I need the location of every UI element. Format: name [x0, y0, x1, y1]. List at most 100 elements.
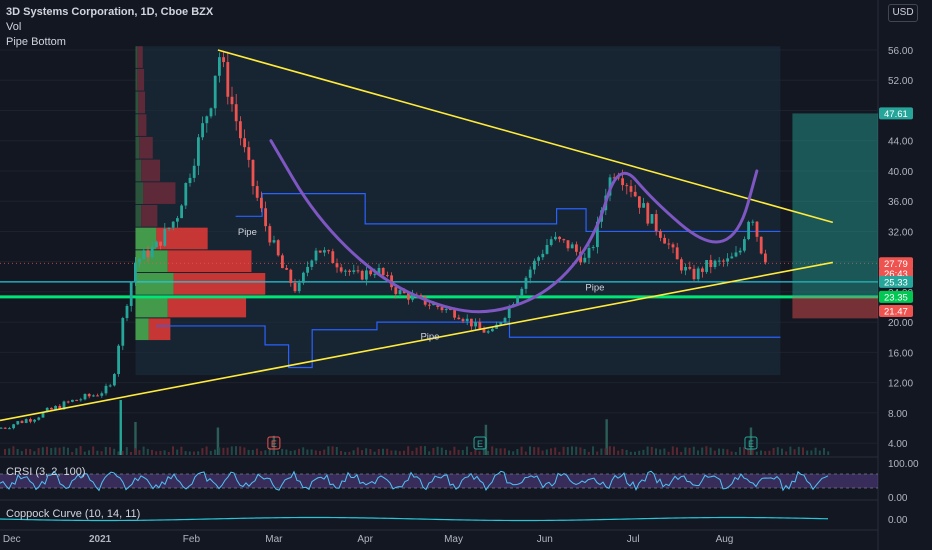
candle-body — [302, 272, 305, 283]
volume-bar — [205, 446, 208, 455]
volume-bar — [482, 448, 485, 455]
volume-bar — [487, 450, 489, 455]
trendline-upper — [217, 49, 834, 224]
candle-body — [184, 183, 188, 206]
volume-profile-up-bar — [135, 136, 140, 159]
candle-body — [310, 260, 314, 267]
candle-body — [398, 290, 402, 295]
volume-bar — [705, 446, 708, 455]
candle-body — [8, 428, 11, 430]
volume-bar — [764, 451, 767, 455]
price-tick-label: 20.00 — [888, 318, 913, 329]
volume-bar — [109, 447, 111, 455]
volume-bar — [470, 451, 473, 455]
legend-pipe-bottom: Pipe Bottom — [6, 36, 66, 48]
candle-body — [654, 214, 658, 232]
candle-body — [659, 231, 662, 238]
price-tag: 23.35 — [879, 290, 913, 303]
candle-body — [180, 205, 183, 219]
volume-profile-down-bar — [141, 159, 161, 182]
volume-bar — [503, 448, 506, 455]
price-tag-label: 47.61 — [884, 109, 908, 120]
price-tag-label: 26:43 — [884, 269, 908, 280]
volume-bar — [478, 451, 481, 455]
volume-bar — [377, 449, 380, 455]
volume-bar — [810, 450, 813, 455]
price-tick-label: 36.00 — [888, 197, 913, 208]
candle-body — [268, 226, 272, 243]
volume-bar — [373, 451, 376, 455]
candle-body — [734, 252, 738, 257]
volume-bar — [806, 450, 809, 455]
candle-body — [533, 260, 536, 270]
candle-body — [692, 268, 696, 280]
candle-body — [289, 269, 293, 283]
candle-body — [117, 345, 120, 375]
volume-bar — [718, 448, 720, 455]
candle-body — [705, 260, 708, 272]
candle-body — [591, 247, 595, 249]
candle-body — [121, 318, 125, 346]
candle-body — [566, 240, 570, 249]
volume-bar — [403, 450, 405, 455]
candle-body — [747, 221, 750, 240]
candle-body — [583, 257, 587, 263]
volume-bar — [436, 446, 439, 455]
earnings-label: E — [748, 439, 754, 449]
candle-body — [171, 221, 175, 228]
candle-body — [444, 309, 448, 311]
price-tag-box — [879, 275, 913, 288]
candle-body — [482, 328, 486, 333]
volume-bar — [33, 451, 36, 455]
projection-box-loss — [792, 296, 878, 319]
volume-bar — [58, 447, 61, 455]
volume-bar — [550, 448, 552, 455]
volume-bar — [67, 447, 69, 455]
earnings-icon — [267, 436, 281, 450]
volume-profile-down-bar — [143, 182, 176, 204]
volume-bar — [466, 446, 468, 455]
volume-bar — [277, 451, 279, 455]
price-tag: 25.33 — [879, 275, 913, 288]
candle-body — [297, 282, 301, 292]
candle-body — [759, 236, 763, 254]
price-tick-label: 56.00 — [888, 46, 913, 57]
volume-bar — [533, 447, 536, 455]
volume-bar — [508, 450, 510, 455]
volume-profile-down-bar — [137, 68, 145, 91]
volume-bar — [692, 446, 695, 455]
candle-body — [688, 266, 692, 269]
volume-profile-up-bar — [135, 114, 139, 136]
candle-body — [432, 303, 435, 306]
volume-bar — [88, 450, 90, 455]
candle-body — [62, 401, 66, 410]
volume-bar — [789, 446, 792, 455]
volume-bar — [121, 451, 124, 455]
volume-profile-down-bar — [137, 46, 143, 68]
volume-bar — [743, 447, 746, 455]
candle-body — [339, 267, 343, 272]
volume-bar — [604, 448, 607, 455]
volume-bar — [739, 447, 741, 455]
volume-profile-down-bar — [173, 273, 266, 295]
time-axis-label: Mar — [265, 534, 283, 545]
candle-body — [381, 267, 385, 276]
candle-body — [281, 255, 284, 269]
coppock-label: Coppock Curve (10, 14, 11) — [6, 508, 141, 520]
candle-body — [150, 247, 154, 258]
earnings-icon — [744, 436, 758, 450]
volume-bar — [92, 446, 95, 455]
volume-bar — [634, 451, 636, 455]
candle-body — [671, 244, 675, 248]
volume-bar — [768, 450, 771, 455]
volume-profile-up-bar — [135, 227, 157, 250]
candle-body — [255, 186, 259, 198]
volume-bar — [146, 448, 149, 455]
volume-bar — [726, 449, 729, 455]
candle-body — [66, 401, 70, 403]
volume-bar — [680, 451, 683, 455]
currency-button[interactable]: USD — [888, 4, 918, 22]
time-axis-label: Aug — [716, 534, 734, 545]
